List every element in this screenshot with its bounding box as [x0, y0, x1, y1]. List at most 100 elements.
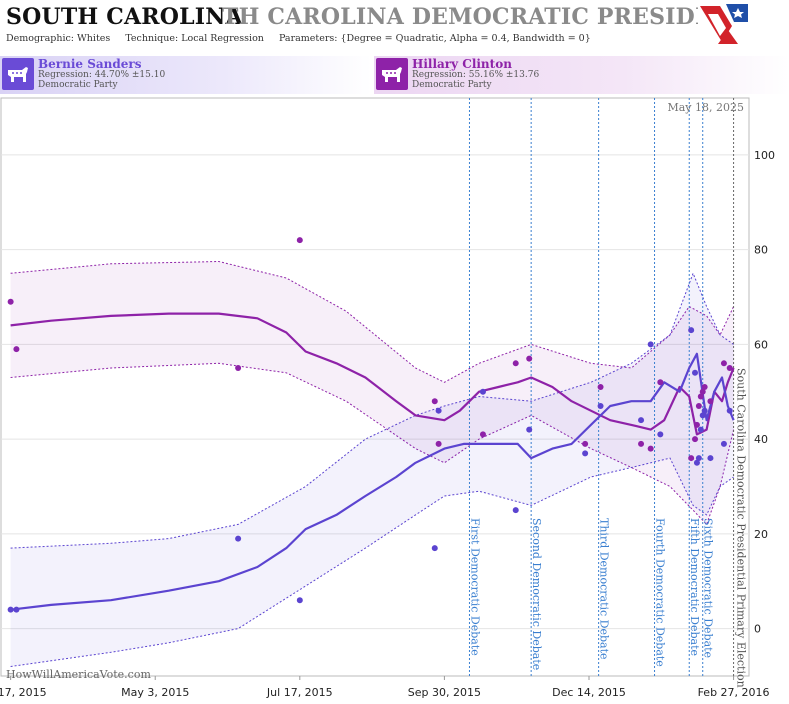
- confidence-band: [10, 261, 734, 525]
- poll-point: [720, 360, 727, 367]
- grid-lines: [1, 154, 749, 630]
- event-label: First Democratic Debate: [468, 518, 481, 656]
- poll-point: [13, 606, 20, 613]
- trend-line: [10, 312, 735, 436]
- x-tick-label: May 3, 2015: [121, 686, 189, 699]
- scrolling-title: TH CAROLINA DEMOCRATIC PRESIDENTIAL PRIM…: [222, 4, 722, 30]
- x-tick-label: Jul 17, 2015: [266, 686, 333, 699]
- y-tick-label: 80: [754, 244, 768, 257]
- poll-point: [7, 606, 14, 613]
- poll-point: [582, 440, 589, 447]
- poll-point: [695, 455, 702, 462]
- technique-label: Technique:: [125, 33, 179, 44]
- trend-lines: [10, 312, 735, 611]
- poll-point: [647, 445, 654, 452]
- poll-point: [431, 398, 438, 405]
- poll-point: [597, 384, 604, 390]
- technique-value: Local Regression: [181, 33, 264, 44]
- poll-point: [697, 426, 704, 433]
- confidence-bands: [10, 260, 735, 667]
- regression-chart: First Democratic Debate Second Democratic…: [0, 97, 775, 699]
- x-axis: Feb 17, 2015 May 3, 2015 Jul 17, 2015 Sep 3…: [0, 676, 770, 699]
- x-tick-label: Feb 27, 2016: [698, 686, 770, 699]
- parameters-value: {Degree = Quadratic, Alpha = 0.4, Bandwi…: [340, 33, 591, 44]
- poll-point: [13, 346, 20, 353]
- poll-point: [701, 407, 708, 414]
- candidate-regression: Regression: 55.16% ±13.76: [412, 70, 540, 80]
- lower-bound-line: [10, 362, 735, 526]
- candidate-party: Democratic Party: [38, 80, 118, 90]
- site-credit[interactable]: HowWillAmericaVote.com: [6, 668, 151, 681]
- event-markers: First Democratic Debate Second Democratic…: [468, 98, 748, 688]
- date-label: May 18, 2025: [667, 101, 744, 114]
- poll-point: [692, 369, 699, 376]
- candidate-name: Hillary Clinton: [412, 57, 512, 71]
- poll-point: [697, 393, 704, 400]
- parameters-label: Parameters:: [278, 33, 338, 44]
- poll-point: [582, 450, 589, 457]
- poll-point: [638, 440, 645, 447]
- poll-point: [701, 384, 708, 390]
- poll-point: [707, 398, 714, 405]
- poll-point: [296, 237, 303, 244]
- upper-bound-line: [10, 260, 735, 383]
- democratic-donkey-icon: [2, 58, 34, 90]
- poll-point: [688, 455, 695, 462]
- page-title: SOUTH CAROLINA: [6, 4, 243, 30]
- poll-point: [699, 412, 706, 419]
- poll-point: [638, 417, 645, 424]
- poll-point: [296, 597, 303, 604]
- event-label: Fourth Democratic Debate: [654, 518, 667, 667]
- poll-point: [435, 440, 442, 447]
- demographic-label: Demographic:: [6, 33, 75, 44]
- event-label: Sixth Democratic Debate: [702, 518, 715, 658]
- subtitle: Demographic: Whites Technique: Local Reg…: [6, 33, 591, 44]
- y-axis: 0 20 40 60 80 100: [754, 149, 775, 636]
- poll-point: [431, 545, 438, 552]
- democratic-donkey-icon: [376, 58, 408, 90]
- event-label: Second Democratic Debate: [530, 518, 543, 670]
- poll-point: [235, 535, 242, 542]
- plot-frame: [0, 97, 750, 677]
- poll-point: [235, 365, 242, 372]
- header: SOUTH CAROLINA TH CAROLINA DEMOCRATIC PR…: [0, 0, 789, 52]
- poll-point: [695, 402, 702, 409]
- poll-point: [699, 388, 706, 395]
- poll-point: [726, 365, 733, 372]
- x-tick-label: Dec 14, 2015: [552, 686, 626, 699]
- poll-point: [693, 459, 700, 466]
- candidate-card-sanders[interactable]: Bernie Sanders Regression: 44.70% ±15.10…: [0, 56, 372, 94]
- site-logo-icon[interactable]: [698, 0, 750, 50]
- x-tick-label: Sep 30, 2015: [408, 686, 481, 699]
- event-label: South Carolina Democratic Presidential P…: [735, 368, 748, 688]
- poll-point: [526, 426, 533, 433]
- poll-point: [688, 327, 695, 334]
- poll-point: [512, 360, 519, 367]
- event-label: Fifth Democratic Debate: [688, 518, 701, 656]
- y-tick-label: 60: [754, 338, 768, 351]
- event-label: Third Democratic Debate: [598, 518, 611, 660]
- poll-point: [707, 455, 714, 462]
- poll-point: [435, 407, 442, 414]
- demographic-value: Whites: [77, 33, 111, 44]
- poll-point: [657, 431, 664, 438]
- x-tick-label: Feb 17, 2015: [0, 686, 47, 699]
- poll-point: [7, 298, 14, 305]
- poll-point: [479, 388, 486, 395]
- poll-points: [7, 237, 733, 613]
- upper-bound-line: [10, 271, 734, 549]
- candidate-card-clinton[interactable]: Hillary Clinton Regression: 55.16% ±13.7…: [374, 56, 789, 94]
- poll-point: [693, 421, 700, 428]
- confidence-band: [10, 273, 734, 667]
- y-tick-label: 100: [754, 149, 775, 162]
- poll-point: [597, 402, 604, 409]
- candidate-regression: Regression: 44.70% ±15.10: [38, 70, 166, 80]
- poll-point: [726, 407, 733, 414]
- poll-point: [526, 355, 533, 362]
- y-tick-label: 0: [754, 623, 761, 636]
- trend-line: [10, 352, 735, 611]
- poll-point: [657, 379, 664, 386]
- y-tick-label: 40: [754, 433, 768, 446]
- poll-point: [720, 440, 727, 447]
- y-tick-label: 20: [754, 528, 768, 541]
